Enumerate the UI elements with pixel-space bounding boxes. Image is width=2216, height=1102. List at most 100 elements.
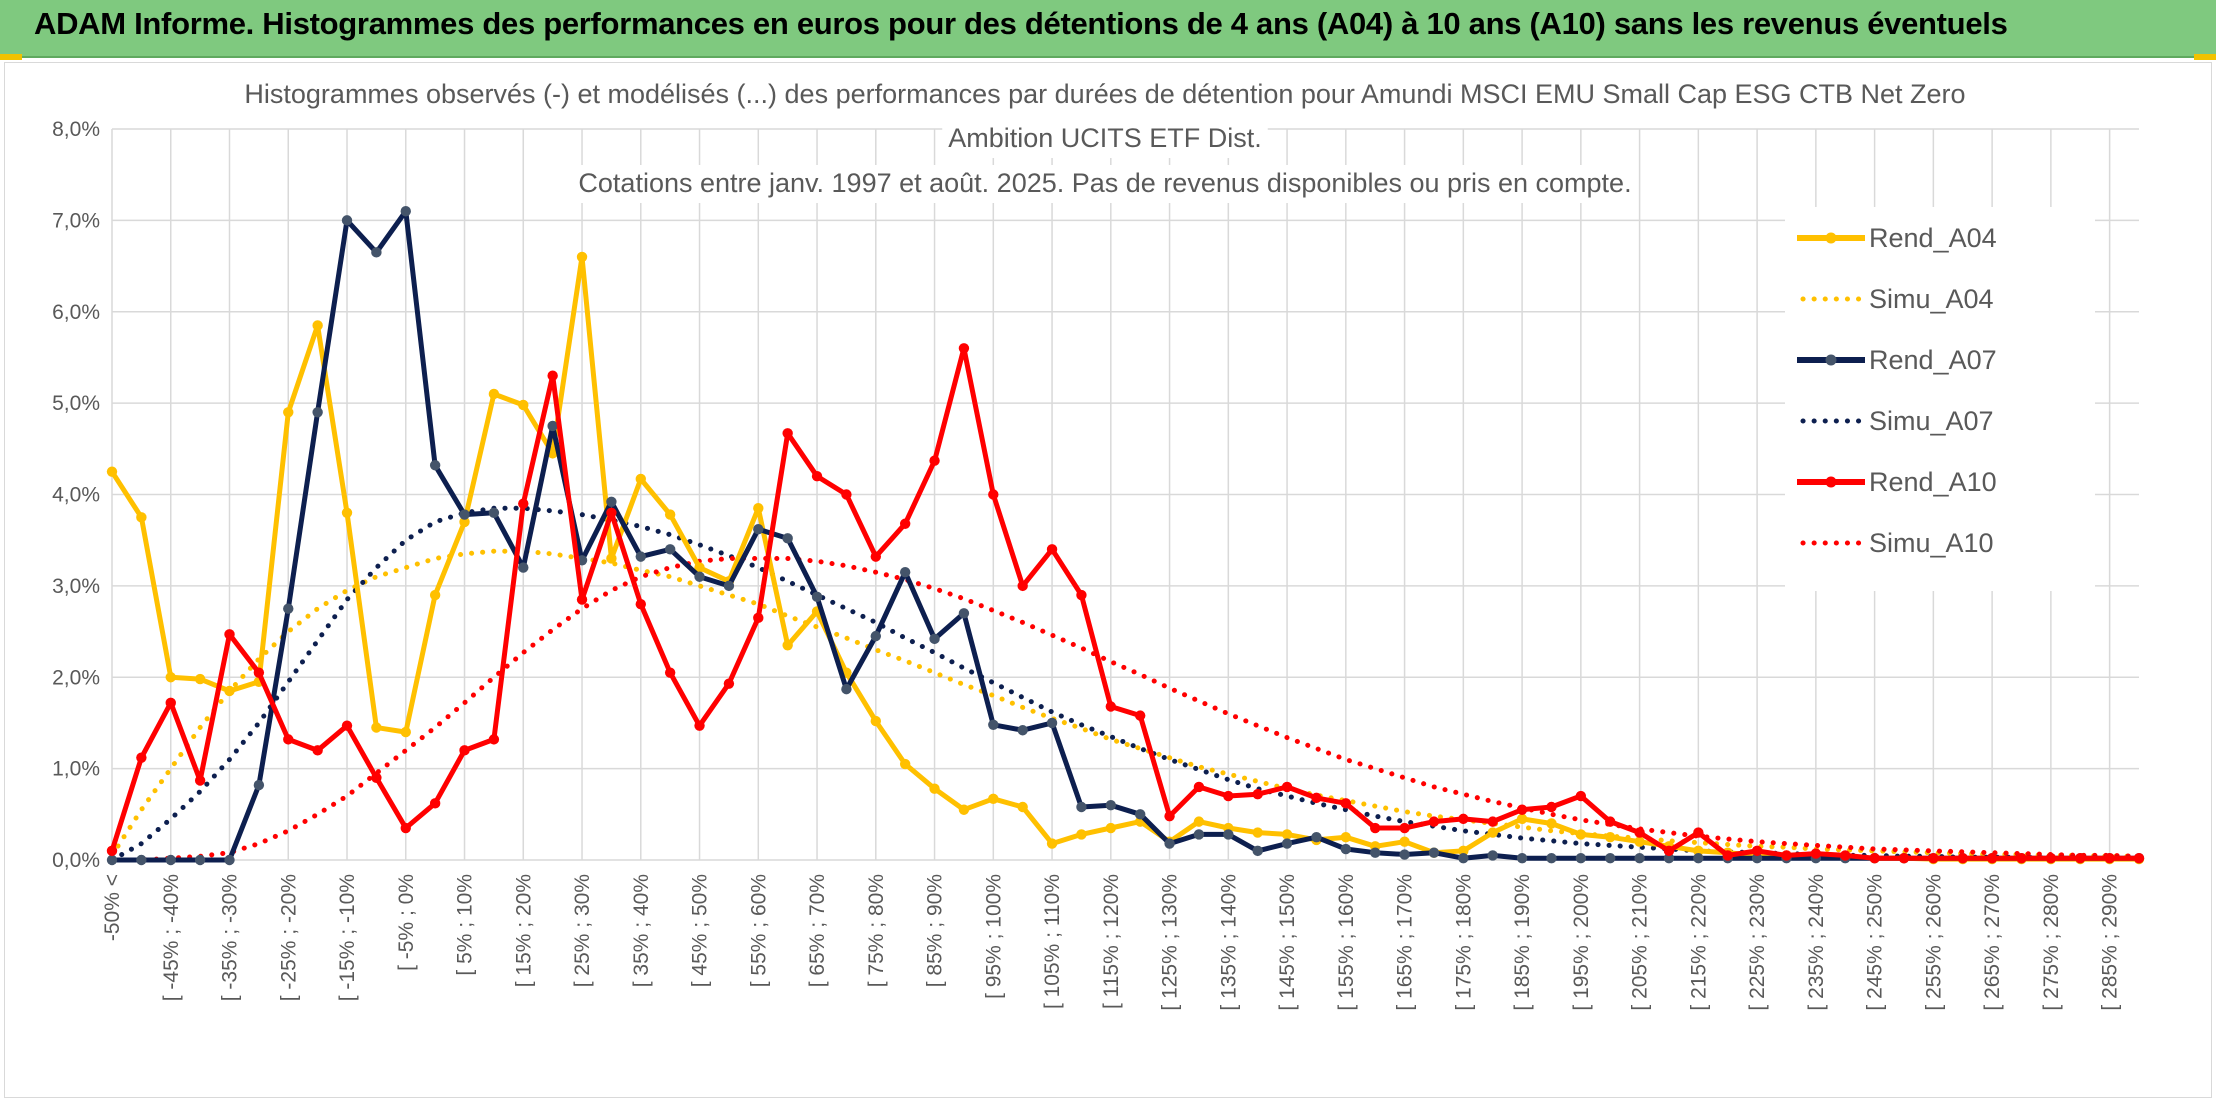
data-point-rend-a10 <box>1340 798 1352 809</box>
data-point-rend-a07 <box>1399 849 1410 860</box>
data-point-rend-a04 <box>136 512 147 523</box>
data-point-rend-a07 <box>988 719 999 730</box>
x-tick-label: [ 75% ; 80% <box>865 874 888 987</box>
legend-marker-rend-a07 <box>1825 354 1837 366</box>
data-point-rend-a10 <box>1722 850 1733 861</box>
data-point-rend-a07 <box>1311 831 1322 843</box>
legend-marker-rend-a10 <box>1825 476 1837 488</box>
data-point-rend-a04 <box>1693 845 1704 857</box>
data-point-rend-a07 <box>782 533 793 544</box>
data-point-rend-a07 <box>606 496 617 508</box>
data-point-rend-a10 <box>1399 822 1410 834</box>
data-point-rend-a10 <box>459 745 470 756</box>
data-point-rend-a10 <box>782 428 793 439</box>
legend-label-simu-a07: Simu_A07 <box>1869 406 1994 436</box>
data-point-rend-a10 <box>1076 589 1087 601</box>
series-line-rend-a07 <box>112 208 2139 863</box>
x-tick-label: [ 255% ; 260% <box>1922 874 1945 1011</box>
data-point-rend-a07 <box>1575 852 1587 864</box>
data-point-rend-a07 <box>1046 717 1058 729</box>
series-layer <box>106 206 2145 866</box>
y-tick-label: 1,0% <box>52 758 100 781</box>
x-tick-label: [ 265% ; 270% <box>1981 874 2004 1011</box>
legend: Rend_A04 Simu_A04 Rend_A07 Simu_A07 Rend_A10… <box>1785 207 2095 591</box>
data-point-rend-a04 <box>870 715 881 727</box>
series-line-rend-a10 <box>109 345 2139 861</box>
data-point-rend-a07 <box>371 247 382 258</box>
data-point-rend-a04 <box>694 562 705 573</box>
data-point-rend-a04 <box>518 399 529 411</box>
data-point-rend-a04 <box>224 685 235 697</box>
data-point-rend-a04 <box>958 804 970 815</box>
data-point-rend-a07 <box>1252 845 1263 857</box>
data-point-rend-a07 <box>635 551 646 562</box>
x-tick-label: [ 245% ; 250% <box>1864 874 1887 1011</box>
x-tick-label: -50% < <box>101 874 124 941</box>
data-point-rend-a10 <box>2104 852 2115 864</box>
data-point-rend-a10 <box>1458 813 1469 825</box>
data-point-rend-a10 <box>1516 804 1528 815</box>
data-point-rend-a10 <box>606 507 617 518</box>
data-point-rend-a04 <box>106 466 118 477</box>
chart-title-bg <box>942 120 1268 158</box>
data-point-rend-a07 <box>1281 838 1293 849</box>
data-point-rend-a07 <box>899 566 911 578</box>
data-point-rend-a10 <box>929 455 940 466</box>
data-point-rend-a07 <box>1663 852 1675 864</box>
x-tick-label: [ -35% ; -30% <box>219 874 242 1001</box>
data-point-rend-a04 <box>1458 845 1469 857</box>
data-point-rend-a10 <box>1898 852 1910 864</box>
data-point-rend-a04 <box>400 726 411 738</box>
data-point-rend-a10 <box>488 734 500 745</box>
x-tick-label: [ 215% ; 220% <box>1687 874 1710 1011</box>
data-point-rend-a10 <box>1370 822 1381 834</box>
data-point-rend-a04 <box>988 793 999 804</box>
x-tick-label: [ 145% ; 150% <box>1276 874 1299 1011</box>
y-axis: 0,0% 1,0% 2,0% 3,0% 4,0% 5,0% 6,0% 7,0% 8,0% <box>52 118 100 872</box>
data-point-rend-a10 <box>165 697 176 709</box>
data-point-rend-a04 <box>1252 827 1263 838</box>
chart-title-bg <box>572 165 1638 203</box>
data-point-rend-a10 <box>1869 852 1880 864</box>
chart-title-line: Ambition UCITS ETF Dist. <box>948 123 1262 153</box>
x-tick-label: [ 85% ; 90% <box>924 874 947 987</box>
x-tick-label: [ 55% ; 60% <box>747 874 770 987</box>
data-point-rend-a10 <box>312 745 323 756</box>
data-point-rend-a07 <box>283 603 294 614</box>
x-tick-label: [ -45% ; -40% <box>160 874 183 1001</box>
data-point-rend-a10 <box>1605 816 1616 827</box>
data-point-rend-a04 <box>1546 818 1557 829</box>
data-point-rend-a10 <box>1428 816 1440 827</box>
data-point-rend-a10 <box>1751 845 1763 857</box>
data-point-rend-a04 <box>429 589 441 601</box>
data-point-rend-a07 <box>459 509 470 520</box>
data-point-rend-a04 <box>1340 831 1352 843</box>
data-point-rend-a07 <box>224 854 235 866</box>
report-banner: ADAM Informe. Histogrammes des performan… <box>0 0 2216 60</box>
x-tick-label: [ 45% ; 50% <box>689 874 712 987</box>
data-point-rend-a07 <box>165 854 176 866</box>
data-point-rend-a07 <box>1428 847 1440 858</box>
data-point-rend-a04 <box>929 783 940 794</box>
data-point-rend-a04 <box>488 388 500 400</box>
data-point-rend-a10 <box>576 594 588 605</box>
data-point-rend-a10 <box>518 498 529 509</box>
x-axis: -50% < [ -45% ; -40% [ -35% ; -30% [ -25% ;… <box>101 874 2122 1011</box>
data-point-rend-a04 <box>459 516 470 528</box>
legend-label-rend-a07: Rend_A07 <box>1869 345 1997 375</box>
y-tick-label: 3,0% <box>52 575 100 598</box>
data-point-rend-a10 <box>1634 827 1645 838</box>
series-simu-a10 <box>109 556 2142 863</box>
data-point-rend-a10 <box>811 471 823 482</box>
data-point-rend-a10 <box>1164 810 1175 822</box>
data-point-rend-a07 <box>694 571 705 582</box>
x-tick-label: [ 65% ; 70% <box>806 874 829 987</box>
data-point-rend-a10 <box>899 518 911 529</box>
data-point-rend-a10 <box>1693 827 1704 838</box>
data-point-rend-a04 <box>1076 829 1087 840</box>
y-tick-label: 4,0% <box>52 484 100 507</box>
data-point-rend-a04 <box>1281 829 1293 840</box>
data-point-rend-a10 <box>1252 789 1263 800</box>
data-point-rend-a07 <box>1751 852 1763 864</box>
data-point-rend-a10 <box>664 667 676 678</box>
